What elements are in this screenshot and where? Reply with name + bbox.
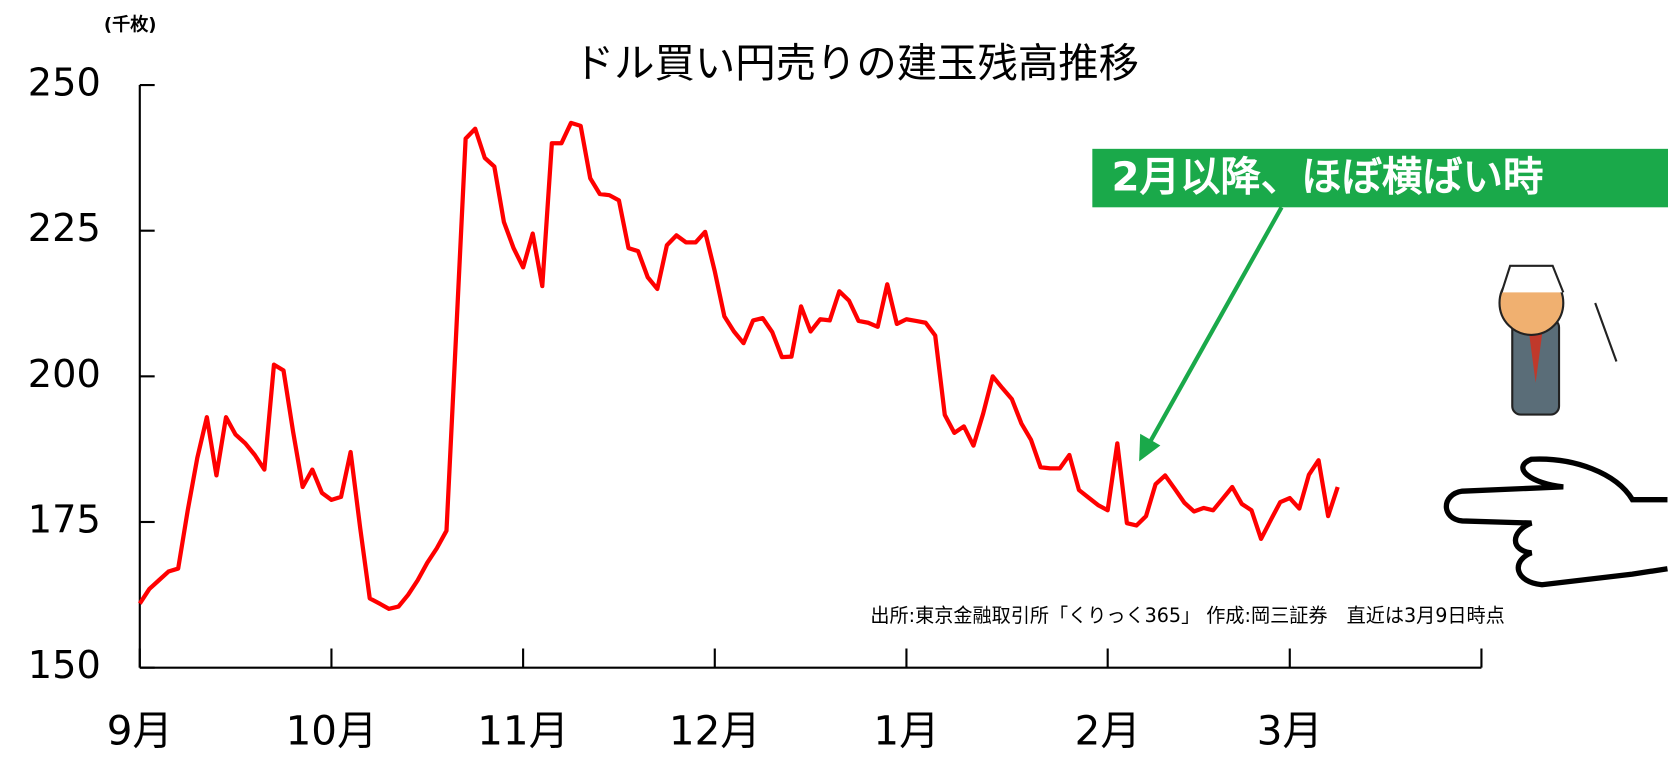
callout-arrow [1149,207,1282,444]
x-tick-label: 11月 [477,708,569,755]
y-tick-label: 175 [28,497,101,542]
x-tick-label: 12月 [669,708,761,755]
x-tick-label: 2月 [1075,708,1141,755]
y-tick-label: 225 [28,206,101,251]
source-note: 出所:東京金融取引所「くりっく365」 作成:岡三証券 直近は3月9日時点 [870,604,1504,627]
x-tick-label: 3月 [1257,708,1323,755]
x-tick-label: 9月 [107,708,173,755]
chart: (千枚) ドル買い円売りの建玉残高推移 出所:東京金融取引所「くりっく365」 … [0,0,1668,758]
y-tick-label: 200 [28,352,101,397]
y-unit: (千枚) [104,14,157,36]
pointing-hand [1446,459,1667,585]
y-tick-label: 150 [28,643,101,688]
chart-title: ドル買い円売りの建玉残高推移 [574,40,1139,87]
callout-arrowhead [1139,434,1160,462]
y-tick-label: 250 [28,61,101,106]
callout-text: 2月以降、ほぼ横ばい時 [1111,154,1543,201]
cartoon-man [1500,266,1617,415]
x-tick-label: 10月 [286,708,378,755]
x-tick-label: 1月 [873,708,939,755]
page: {"chart_data": {"type": "line", "title":… [0,0,1668,758]
